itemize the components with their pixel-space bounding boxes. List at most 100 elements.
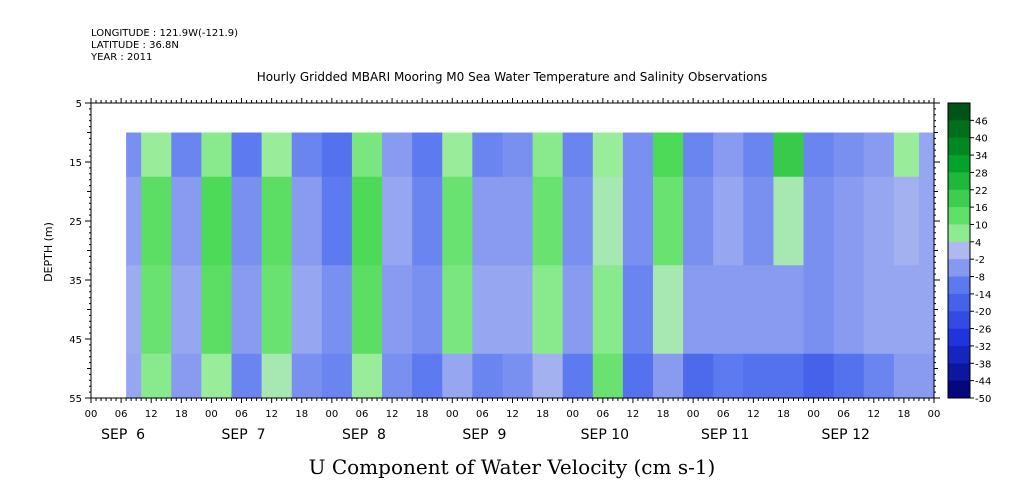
heatmap-cell	[622, 132, 654, 178]
x-tick-label: 00	[85, 409, 98, 420]
heatmap-cell	[833, 353, 865, 399]
colorbar-band	[948, 224, 970, 243]
x-day-label: SEP 6	[101, 427, 145, 443]
x-tick-label: 06	[115, 409, 128, 420]
y-tick-label: 45	[69, 335, 82, 346]
heatmap-cell	[833, 176, 865, 266]
x-day-label: SEP 9	[462, 427, 506, 443]
heatmap-cell	[291, 132, 323, 178]
heatmap-cell	[773, 132, 805, 178]
heatmap-cell	[472, 176, 504, 266]
heatmap-cell	[321, 176, 353, 266]
heatmap-cell	[653, 265, 684, 355]
heatmap-cell	[532, 265, 564, 355]
x-axis-title: U Component of Water Velocity (cm s-1)	[309, 455, 716, 479]
x-tick-label: 00	[807, 409, 820, 420]
x-tick-label: 18	[898, 409, 911, 420]
colorbar-band	[948, 103, 970, 121]
y-axis: 5 15 25 35 45 55	[69, 99, 940, 405]
heatmap-cell	[231, 176, 263, 266]
heatmap-cell	[321, 353, 353, 399]
colorbar-label: -50	[975, 394, 991, 405]
heatmap-cell	[562, 176, 594, 266]
colorbar-label: 22	[975, 186, 988, 197]
heatmap-cell	[412, 265, 443, 355]
x-tick-label: 18	[295, 409, 308, 420]
colorbar-label: -32	[975, 342, 991, 353]
heatmap-cell	[833, 132, 865, 178]
heatmap-cell	[713, 132, 744, 178]
x-tick-label: 00	[928, 409, 941, 420]
colorbar-label: 46	[975, 116, 988, 127]
heatmap-cell	[743, 265, 775, 355]
heatmap-cell	[502, 353, 534, 399]
x-tick-label: 12	[867, 409, 880, 420]
heatmap-cell	[653, 353, 684, 399]
heatmap-cell	[863, 132, 895, 178]
heatmap-cell	[201, 265, 233, 355]
heatmap-cell	[743, 132, 775, 178]
colorbar-band	[948, 189, 970, 208]
x-tick-label: 12	[747, 409, 760, 420]
heatmap-cell	[351, 265, 383, 355]
heatmap-cell	[803, 132, 835, 178]
colorbar-frame	[947, 102, 971, 399]
colorbar-band	[948, 345, 970, 364]
colorbar-label: -20	[975, 307, 991, 318]
heatmap-cell	[126, 132, 142, 178]
x-tick-label: 12	[386, 409, 399, 420]
x-day-label: SEP 8	[342, 427, 386, 443]
x-day-label: SEP 10	[581, 427, 629, 443]
heatmap-cell	[713, 176, 744, 266]
heatmap-cell	[472, 132, 504, 178]
x-tick-label: 12	[145, 409, 158, 420]
heatmap-cell	[893, 132, 920, 178]
heatmap-cell	[291, 176, 323, 266]
heatmap-cell	[442, 353, 473, 399]
heatmap-cell	[562, 353, 594, 399]
colorbar-band	[948, 293, 970, 312]
heatmap-cell	[918, 132, 935, 178]
heatmap-cell	[382, 176, 413, 266]
heatmap-cell	[261, 132, 293, 178]
heatmap-area	[126, 132, 935, 399]
heatmap-cell	[622, 176, 654, 266]
y-tick-label: 55	[69, 394, 82, 405]
heatmap-cell	[442, 176, 473, 266]
heatmap-cell	[502, 176, 534, 266]
heatmap-cell	[231, 353, 263, 399]
heatmap-cell	[803, 353, 835, 399]
heatmap-cell	[893, 353, 920, 399]
x-tick-label: 12	[506, 409, 519, 420]
heatmap-cell	[683, 132, 714, 178]
heatmap-cell	[141, 353, 172, 399]
heatmap-cell	[261, 176, 293, 266]
heatmap-cell	[743, 353, 775, 399]
heatmap-cell	[291, 265, 323, 355]
heatmap-cell	[472, 353, 504, 399]
latitude-text: LATITUDE : 36.8N	[91, 40, 179, 51]
colorbar-band	[948, 259, 970, 277]
colorbar-label: -14	[975, 290, 991, 301]
heatmap-cell	[863, 176, 895, 266]
colorbar-label: 34	[975, 151, 988, 162]
colorbar-label: 28	[975, 168, 988, 179]
x-tick-label: 00	[446, 409, 459, 420]
x-tick-label: 18	[777, 409, 790, 420]
colorbar-label: -2	[975, 255, 985, 266]
heatmap-cell	[171, 353, 202, 399]
colorbar-band	[948, 120, 970, 139]
heatmap-cell	[562, 132, 594, 178]
colorbar-band	[948, 155, 970, 173]
colorbar-label: -38	[975, 359, 991, 370]
x-tick-label: 06	[596, 409, 609, 420]
heatmap-cell	[171, 132, 202, 178]
heatmap-cell	[502, 132, 534, 178]
x-tick-label: 00	[566, 409, 579, 420]
heatmap-cell	[592, 353, 624, 399]
heatmap-cell	[532, 176, 564, 266]
colorbar-band	[948, 311, 970, 329]
heatmap-cell	[126, 353, 142, 399]
heatmap-cell	[532, 353, 564, 399]
